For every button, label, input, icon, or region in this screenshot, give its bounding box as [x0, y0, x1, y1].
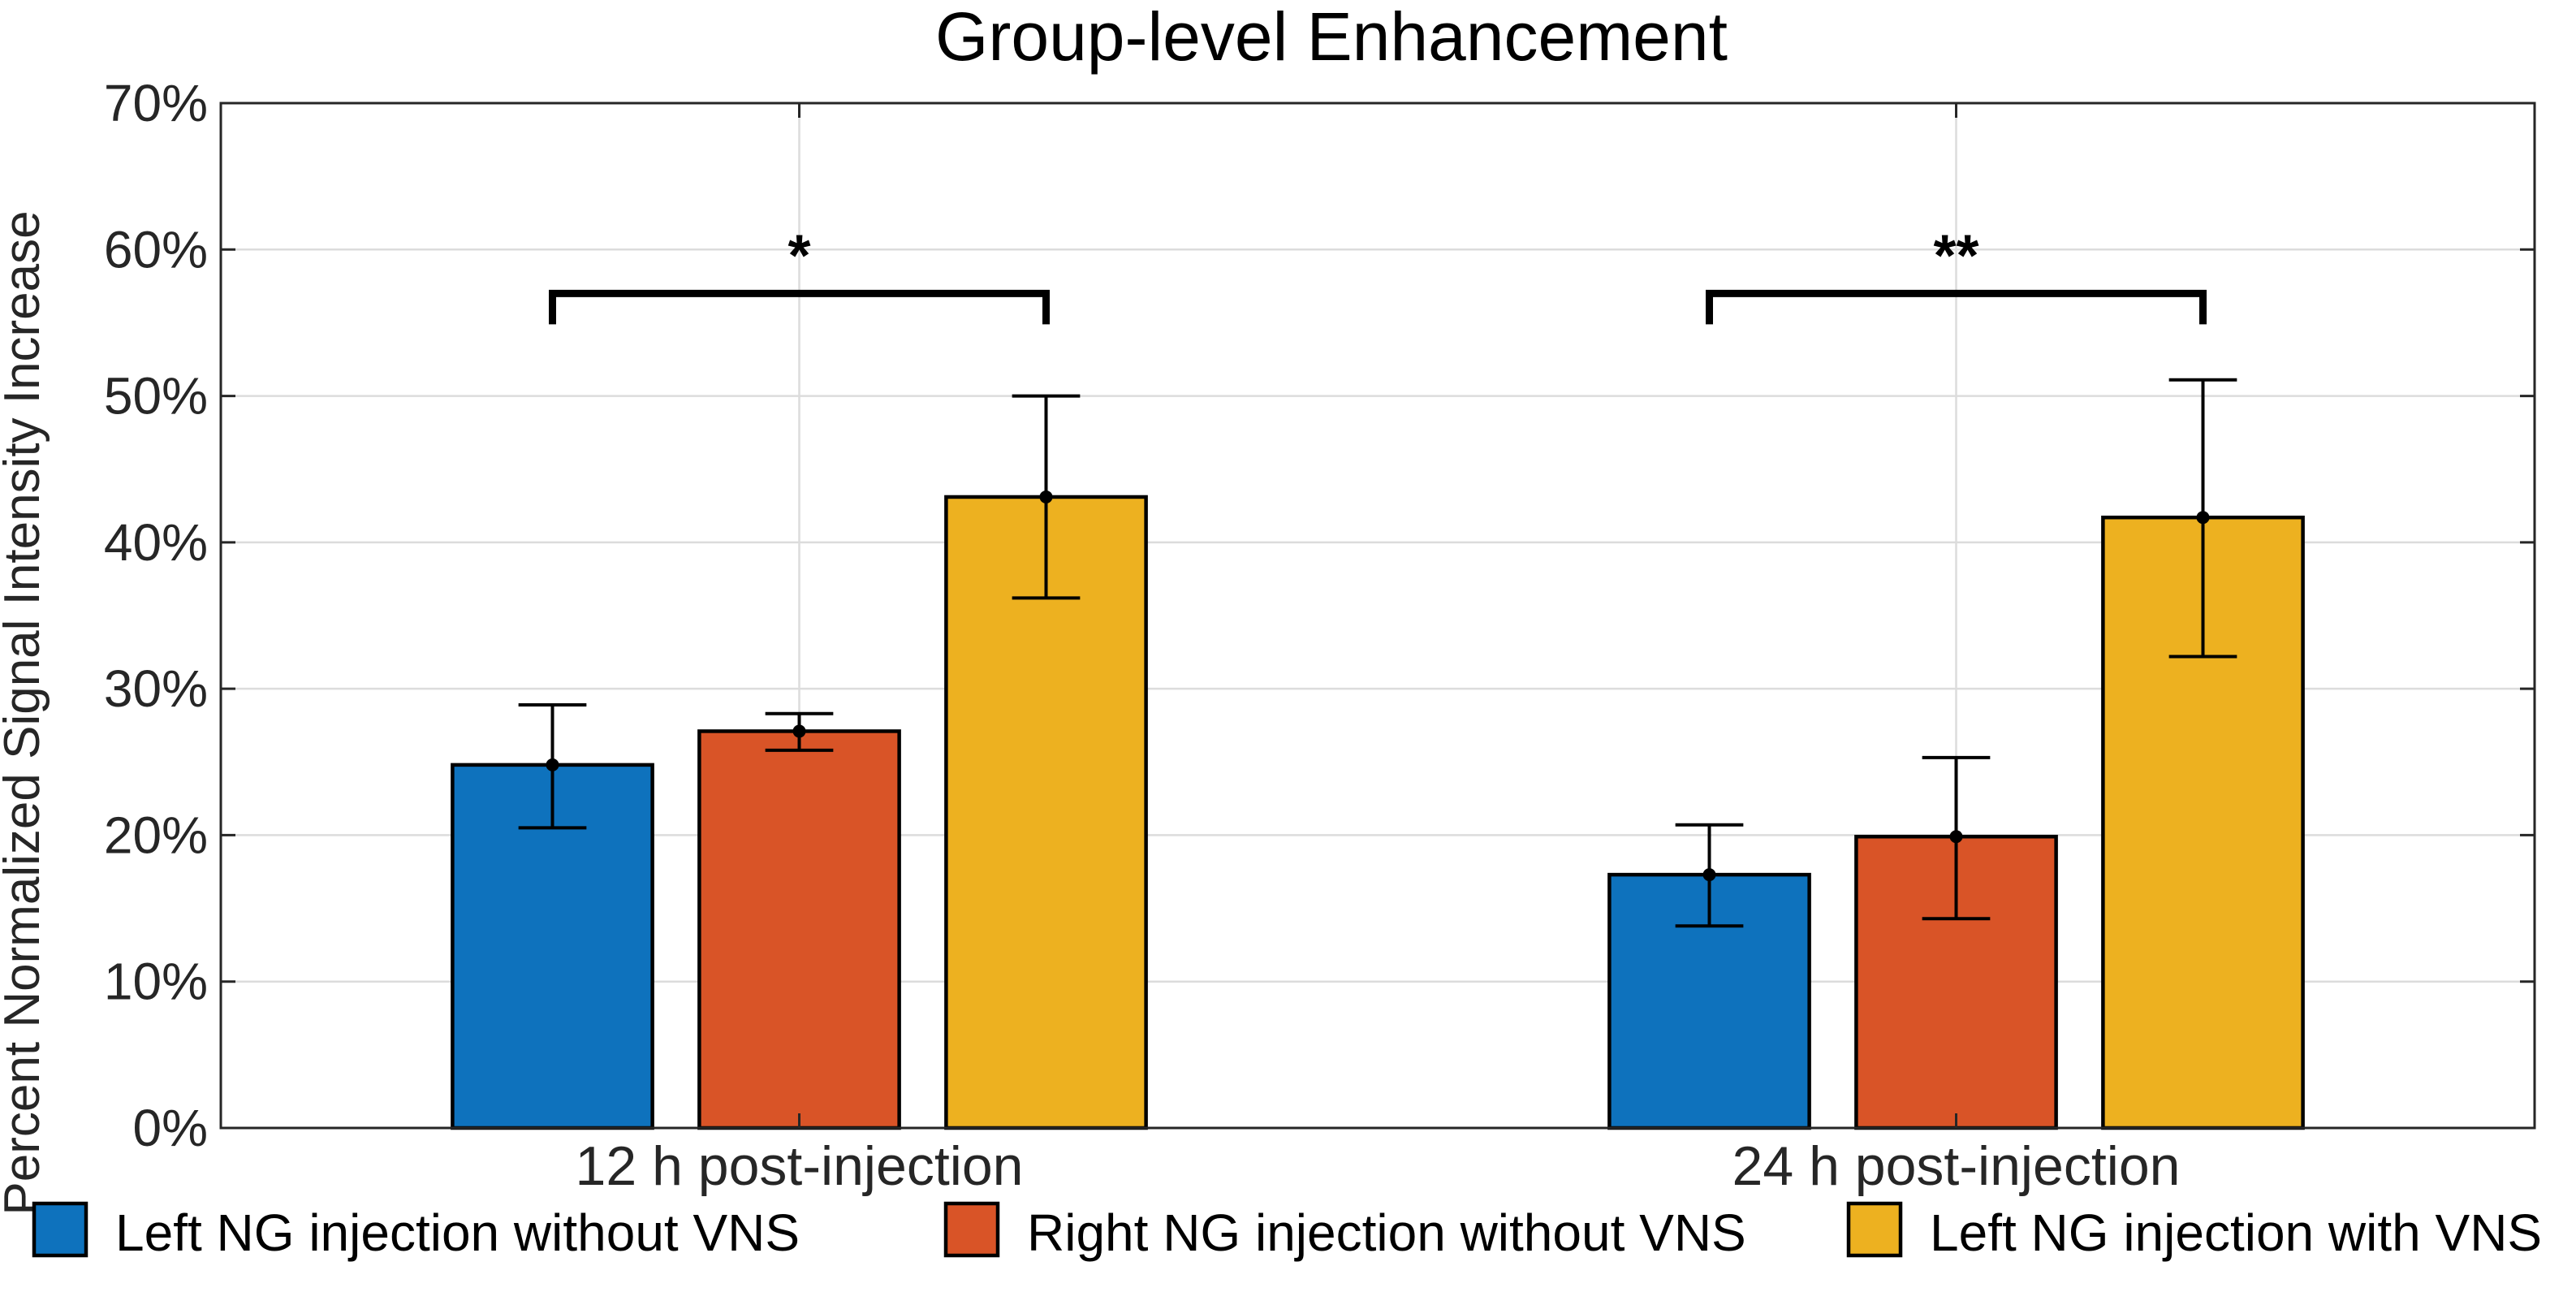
- y-axis-ticks: 0% 10% 20% 30% 40% 50% 60% 70%: [104, 74, 2535, 1157]
- bar: [697, 729, 901, 1130]
- mean-marker: [792, 724, 806, 738]
- mean-marker: [1949, 830, 1963, 844]
- legend-label: Left NG injection with VNS: [1930, 1203, 2542, 1262]
- y-tick-label: 40%: [104, 513, 208, 572]
- plot-area-frame: [219, 102, 2536, 1130]
- y-tick-label: 10%: [104, 953, 208, 1011]
- legend-swatch: [32, 1201, 88, 1258]
- x-axis-categories: 12 h post-injection 24 h post-injection: [576, 103, 2181, 1197]
- bar: [944, 495, 1148, 1130]
- mean-marker: [1702, 868, 1716, 882]
- significance-bracket: [1706, 289, 2207, 325]
- y-tick-label: 30%: [104, 659, 208, 718]
- legend-label: Right NG injection without VNS: [1027, 1203, 1746, 1262]
- x-category-label: 12 h post-injection: [576, 1135, 1024, 1197]
- y-axis-label: Percent Normalized Signal Intensity Incr…: [0, 210, 50, 1215]
- bars: [451, 495, 2305, 1130]
- y-tick-label: 0%: [133, 1099, 209, 1157]
- mean-marker: [546, 758, 559, 771]
- significance-brackets: * **: [549, 223, 2207, 325]
- chart-title: Group-level Enhancement: [935, 0, 1728, 75]
- mean-marker: [1039, 490, 1053, 503]
- y-tick-label: 50%: [104, 367, 208, 426]
- significance-bracket: [549, 289, 1050, 325]
- legend-swatch: [943, 1201, 1000, 1258]
- x-category-label: 24 h post-injection: [1732, 1135, 2181, 1197]
- error-bars: [518, 378, 2237, 928]
- y-tick-label: 60%: [104, 220, 208, 279]
- significance-label: *: [787, 223, 810, 288]
- significance-label: **: [1933, 223, 1978, 288]
- legend-label: Left NG injection without VNS: [115, 1203, 800, 1262]
- mean-marker: [2196, 511, 2210, 525]
- legend-swatch: [1846, 1201, 1903, 1258]
- y-tick-label: 70%: [104, 74, 208, 132]
- y-tick-label: 20%: [104, 806, 208, 864]
- legend: Left NG injection without VNS Right NG in…: [32, 1201, 2542, 1262]
